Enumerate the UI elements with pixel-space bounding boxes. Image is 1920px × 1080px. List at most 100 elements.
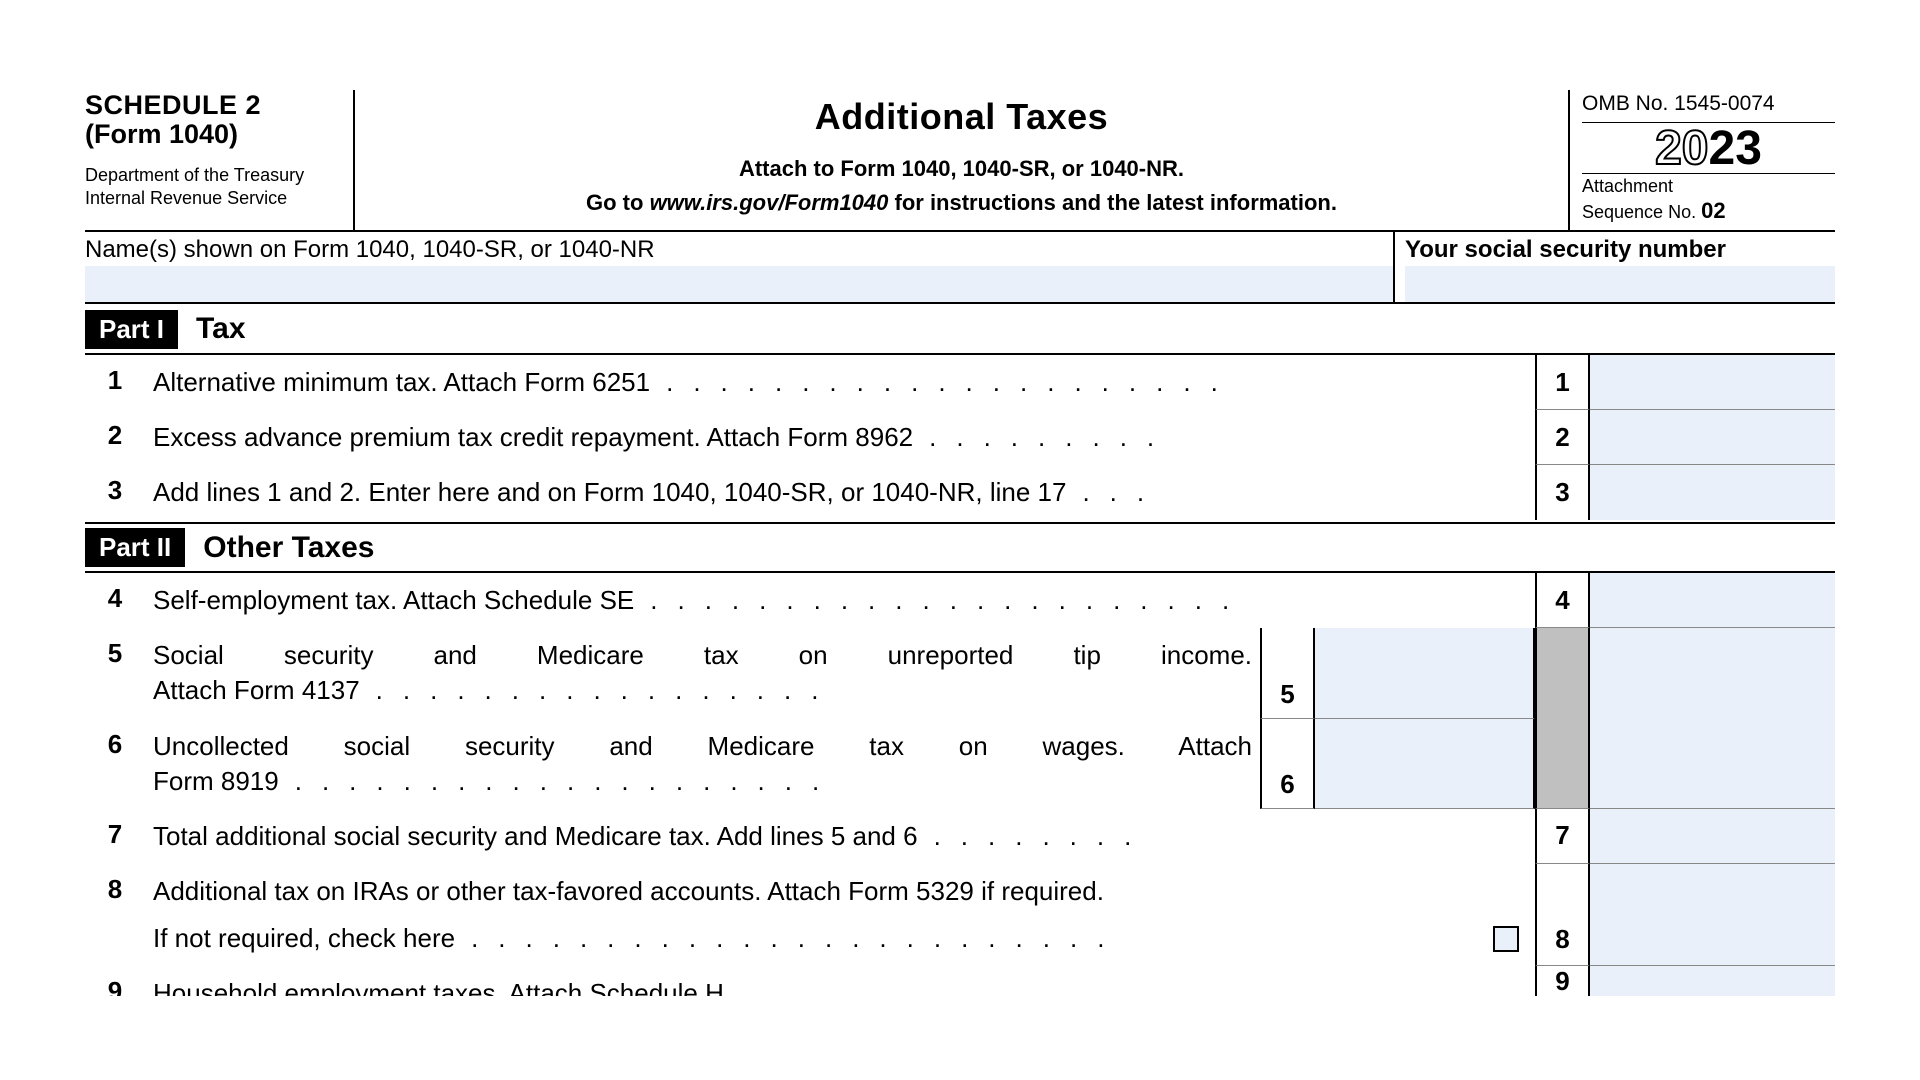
header-center: Additional Taxes Attach to Form 1040, 10… xyxy=(355,90,1570,230)
irs-form-page: SCHEDULE 2 (Form 1040) Department of the… xyxy=(0,0,1920,996)
line-4-desc: Self-employment tax. Attach Schedule SE … xyxy=(145,573,1535,628)
line-8-desc: Additional tax on IRAs or other tax-favo… xyxy=(145,864,1535,966)
line-3-text: Add lines 1 and 2. Enter here and on For… xyxy=(153,475,1066,510)
line-4-number: 4 xyxy=(85,573,145,628)
line-6-text-a: Uncollected social security and Medicare… xyxy=(153,729,1252,764)
dot-leader: ........ xyxy=(918,819,1152,854)
goto-url: www.irs.gov/Form1040 xyxy=(650,190,889,215)
line-3-number: 3 xyxy=(85,465,145,520)
part-1-tag: Part I xyxy=(85,310,178,349)
part-2-title: Other Taxes xyxy=(203,531,374,565)
part-1-title: Tax xyxy=(196,312,245,346)
form-header: SCHEDULE 2 (Form 1040) Department of the… xyxy=(85,90,1835,232)
dot-leader: ........................ xyxy=(455,921,1485,956)
line-9-desc: Household employment taxes. Attach Sched… xyxy=(145,966,1535,996)
line-2-amount[interactable] xyxy=(1590,410,1835,465)
line-8-number: 8 xyxy=(85,864,145,966)
line-9-amount[interactable] xyxy=(1590,966,1835,996)
line-7-amount[interactable] xyxy=(1590,809,1835,864)
dept-line-1: Department of the Treasury xyxy=(85,164,343,187)
line-1: 1 Alternative minimum tax. Attach Form 6… xyxy=(85,355,1835,410)
line-9-box-number: 9 xyxy=(1535,966,1590,996)
line-6-right-block xyxy=(1535,719,1590,809)
line-6-desc: Uncollected social security and Medicare… xyxy=(145,719,1260,809)
name-block: Name(s) shown on Form 1040, 1040-SR, or … xyxy=(85,232,1395,302)
att-seq-label2: Sequence No. xyxy=(1582,202,1701,222)
line-3-box-number: 3 xyxy=(1535,465,1590,520)
dept-line-2: Internal Revenue Service xyxy=(85,187,343,210)
form-title: Additional Taxes xyxy=(375,96,1548,138)
line-2-desc: Excess advance premium tax credit repaym… xyxy=(145,410,1535,465)
line-1-box-number: 1 xyxy=(1535,355,1590,410)
line-5-desc: Social security and Medicare tax on unre… xyxy=(145,628,1260,718)
line-5: 5 Social security and Medicare tax on un… xyxy=(85,628,1835,718)
schedule-label: SCHEDULE 2 xyxy=(85,90,343,121)
line-6-box-number: 6 xyxy=(1260,719,1315,809)
line-5-text-b: Attach Form 4137 xyxy=(153,673,360,708)
line-8-checkbox[interactable] xyxy=(1493,926,1519,952)
line-1-number: 1 xyxy=(85,355,145,410)
ssn-block: Your social security number xyxy=(1395,232,1835,302)
dot-leader: ...................... xyxy=(634,583,1249,618)
line-5-amount[interactable] xyxy=(1315,628,1535,718)
line-5-number: 5 xyxy=(85,628,145,718)
goto-instruction: Go to www.irs.gov/Form1040 for instructi… xyxy=(375,190,1548,216)
name-ssn-row: Name(s) shown on Form 1040, 1040-SR, or … xyxy=(85,232,1835,304)
header-left: SCHEDULE 2 (Form 1040) Department of the… xyxy=(85,90,355,230)
line-3-desc: Add lines 1 and 2. Enter here and on For… xyxy=(145,465,1535,520)
line-3: 3 Add lines 1 and 2. Enter here and on F… xyxy=(85,465,1835,520)
part-2-tag: Part II xyxy=(85,528,185,567)
line-4-text: Self-employment tax. Attach Schedule SE xyxy=(153,583,634,618)
dot-leader: ......... xyxy=(913,420,1174,455)
line-8-amount[interactable] xyxy=(1590,864,1835,966)
line-3-amount[interactable] xyxy=(1590,465,1835,520)
line-7: 7 Total additional social security and M… xyxy=(85,809,1835,864)
line-1-desc: Alternative minimum tax. Attach Form 625… xyxy=(145,355,1535,410)
line-2-number: 2 xyxy=(85,410,145,465)
line-2: 2 Excess advance premium tax credit repa… xyxy=(85,410,1835,465)
line-7-desc: Total additional social security and Med… xyxy=(145,809,1535,864)
line-6-text-b: Form 8919 xyxy=(153,764,279,799)
line-5-right-block xyxy=(1535,628,1590,718)
form-number: (Form 1040) xyxy=(85,119,343,150)
part-2-header: Part II Other Taxes xyxy=(85,522,1835,573)
line-5-right-pad xyxy=(1590,628,1835,718)
tax-year: 2023 xyxy=(1582,123,1835,174)
part-2-body: 4 Self-employment tax. Attach Schedule S… xyxy=(85,573,1835,996)
att-seq-label: Attachment xyxy=(1582,176,1673,196)
part-1-body: 1 Alternative minimum tax. Attach Form 6… xyxy=(85,355,1835,520)
att-seq-no: 02 xyxy=(1701,198,1725,223)
dot-leader: ... xyxy=(1066,475,1164,510)
line-8-text-a: Additional tax on IRAs or other tax-favo… xyxy=(153,874,1527,909)
line-1-text: Alternative minimum tax. Attach Form 625… xyxy=(153,365,650,400)
omb-number: OMB No. 1545-0074 xyxy=(1582,90,1835,123)
part-1-header: Part I Tax xyxy=(85,306,1835,355)
line-6-amount[interactable] xyxy=(1315,719,1535,809)
line-9-number: 9 xyxy=(85,966,145,996)
year-outline: 20 xyxy=(1655,122,1708,175)
line-9: 9 Household employment taxes. Attach Sch… xyxy=(85,966,1835,996)
line-7-box-number: 7 xyxy=(1535,809,1590,864)
line-4: 4 Self-employment tax. Attach Schedule S… xyxy=(85,573,1835,628)
name-field[interactable] xyxy=(85,266,1393,302)
dot-leader: .................... xyxy=(279,764,839,799)
goto-pre: Go to xyxy=(586,190,650,215)
line-1-amount[interactable] xyxy=(1590,355,1835,410)
ssn-field[interactable] xyxy=(1405,266,1835,302)
line-4-box-number: 4 xyxy=(1535,573,1590,628)
line-6-number: 6 xyxy=(85,719,145,809)
ssn-label: Your social security number xyxy=(1405,232,1835,266)
line-7-text: Total additional social security and Med… xyxy=(153,819,918,854)
attachment-sequence: Attachment Sequence No. 02 xyxy=(1582,174,1835,224)
attach-instruction: Attach to Form 1040, 1040-SR, or 1040-NR… xyxy=(375,156,1548,182)
department-block: Department of the Treasury Internal Reve… xyxy=(85,164,343,209)
line-4-amount[interactable] xyxy=(1590,573,1835,628)
header-right: OMB No. 1545-0074 2023 Attachment Sequen… xyxy=(1570,90,1835,230)
name-label: Name(s) shown on Form 1040, 1040-SR, or … xyxy=(85,232,1393,266)
year-solid: 23 xyxy=(1709,122,1762,175)
goto-post: for instructions and the latest informat… xyxy=(888,190,1337,215)
line-8: 8 Additional tax on IRAs or other tax-fa… xyxy=(85,864,1835,966)
line-6-right-pad xyxy=(1590,719,1835,809)
line-2-box-number: 2 xyxy=(1535,410,1590,465)
dot-leader: ..................... xyxy=(650,365,1238,400)
